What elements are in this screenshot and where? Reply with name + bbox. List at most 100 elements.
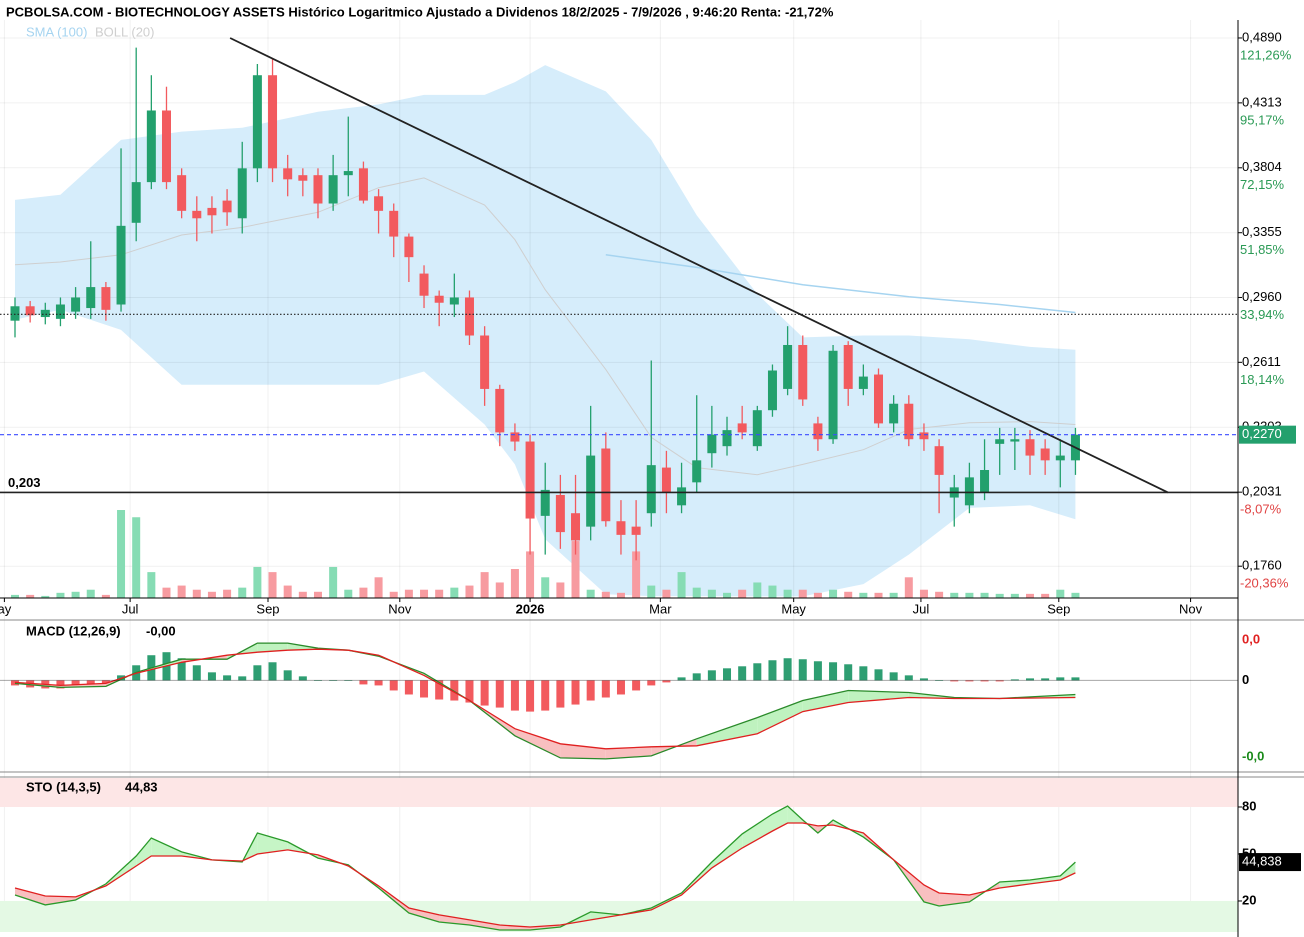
- volume-bar: [268, 572, 277, 598]
- volume-bar: [10, 594, 19, 598]
- volume-bar: [662, 589, 671, 598]
- y-tick-change: 51,85%: [1240, 242, 1285, 257]
- volume-bar: [465, 585, 474, 598]
- macd-histogram-bar: [1041, 678, 1050, 681]
- indicator-line: [14, 822, 1076, 928]
- candle-body: [358, 168, 368, 201]
- volume-bar: [101, 594, 110, 598]
- volume-bar: [147, 572, 156, 598]
- volume-bar: [41, 595, 50, 598]
- candle-body: [722, 430, 732, 447]
- y-tick-change: -8,07%: [1240, 502, 1282, 517]
- candle-body: [1010, 439, 1020, 442]
- candle-body: [40, 309, 50, 318]
- macd-histogram-bar: [677, 677, 686, 681]
- macd-histogram-bar: [586, 680, 595, 701]
- plot-layer: 0,203 0,4890 121,26% 0,4313 95,17% 0,3804 72,1…: [0, 20, 1301, 932]
- volume-bar: [420, 589, 429, 598]
- line-gap-fill: [136, 838, 152, 866]
- x-tick-label: May: [781, 601, 806, 616]
- volume-bar: [1026, 593, 1035, 598]
- line-gap-fill: [1060, 862, 1076, 880]
- candle-body: [146, 110, 156, 183]
- candle-body: [677, 487, 687, 506]
- candle-body: [767, 370, 777, 411]
- candle-body: [25, 306, 35, 316]
- macd-histogram-bar: [313, 680, 322, 681]
- y-tick-label: 0,0: [1242, 632, 1260, 647]
- candle-body: [55, 304, 65, 319]
- candle-body: [919, 432, 929, 440]
- candle-body: [571, 513, 581, 541]
- macd-histogram-bar: [389, 680, 398, 691]
- candle-body: [268, 75, 278, 169]
- macd-histogram-bar: [723, 668, 732, 681]
- candle-body: [434, 295, 444, 303]
- volume-bar: [874, 592, 883, 598]
- candle-body: [646, 465, 656, 514]
- macd-histogram-bar: [768, 660, 777, 681]
- candle-body: [631, 526, 641, 535]
- line-gap-fill: [696, 717, 758, 746]
- macd-value: -0,00: [146, 623, 176, 638]
- volume-bar: [904, 577, 913, 598]
- volume-bar: [192, 589, 201, 598]
- volume-bar: [344, 589, 353, 598]
- volume-bar: [813, 592, 822, 598]
- volume-bar: [541, 577, 550, 598]
- candle-body: [616, 521, 626, 535]
- volume-bar: [995, 593, 1004, 598]
- volume-bar: [889, 592, 898, 598]
- volume-bar: [723, 592, 732, 598]
- volume-bar: [935, 591, 944, 598]
- macd-histogram-bar: [904, 675, 913, 681]
- line-gap-fill: [257, 643, 288, 653]
- y-tick-label: 0,2960: [1242, 289, 1282, 304]
- chart-title: PCBOLSA.COM - BIOTECHNOLOGY ASSETS Histó…: [6, 4, 834, 19]
- legend-sma: SMA (100): [26, 24, 87, 39]
- candle-body: [737, 423, 747, 433]
- macd-histogram-bar: [813, 661, 822, 681]
- macd-histogram-bar: [374, 680, 383, 686]
- volume-bar: [647, 585, 656, 598]
- indicator-line: [14, 648, 1076, 750]
- candle-body: [10, 306, 20, 321]
- candle-body: [222, 200, 232, 213]
- macd-histogram-bar: [1026, 678, 1035, 681]
- candle-body: [980, 470, 990, 493]
- indicator-line: [14, 805, 1076, 931]
- line-gap-fill: [257, 833, 288, 854]
- macd-histogram-bar: [1056, 677, 1065, 681]
- x-tick-label: Mar: [649, 601, 672, 616]
- macd-histogram-bar: [632, 680, 641, 691]
- volume-bar: [707, 589, 716, 598]
- macd-histogram-bar: [329, 680, 338, 681]
- last-value-box: [1239, 853, 1301, 872]
- line-gap-fill: [802, 690, 849, 712]
- candle-body: [464, 297, 474, 336]
- x-tick-label: Sep: [256, 601, 279, 616]
- candle-body: [783, 344, 793, 389]
- candle-body: [904, 403, 914, 440]
- macd-histogram-bar: [223, 675, 232, 681]
- macd-histogram-bar: [420, 680, 429, 698]
- candle-body: [525, 441, 535, 519]
- last-price-label: 0,2270: [1242, 426, 1282, 441]
- macd-histogram-bar: [844, 664, 853, 681]
- volume-bar: [601, 591, 610, 598]
- candle-body: [116, 225, 126, 305]
- macd-histogram-bar: [556, 680, 565, 708]
- y-tick-change: 18,14%: [1240, 372, 1285, 387]
- macd-histogram-bar: [298, 676, 307, 681]
- macd-histogram-bar: [950, 680, 959, 682]
- candle-body: [328, 175, 338, 204]
- y-tick-label: 0,1760: [1242, 558, 1282, 573]
- candle-body: [858, 376, 868, 389]
- candle-body: [404, 236, 414, 258]
- candle-body: [131, 182, 141, 223]
- volume-bar: [162, 587, 171, 598]
- macd-histogram-bar: [889, 672, 898, 681]
- volume-bar: [571, 541, 580, 598]
- volume-bar: [965, 592, 974, 598]
- macd-histogram-bar: [495, 680, 504, 708]
